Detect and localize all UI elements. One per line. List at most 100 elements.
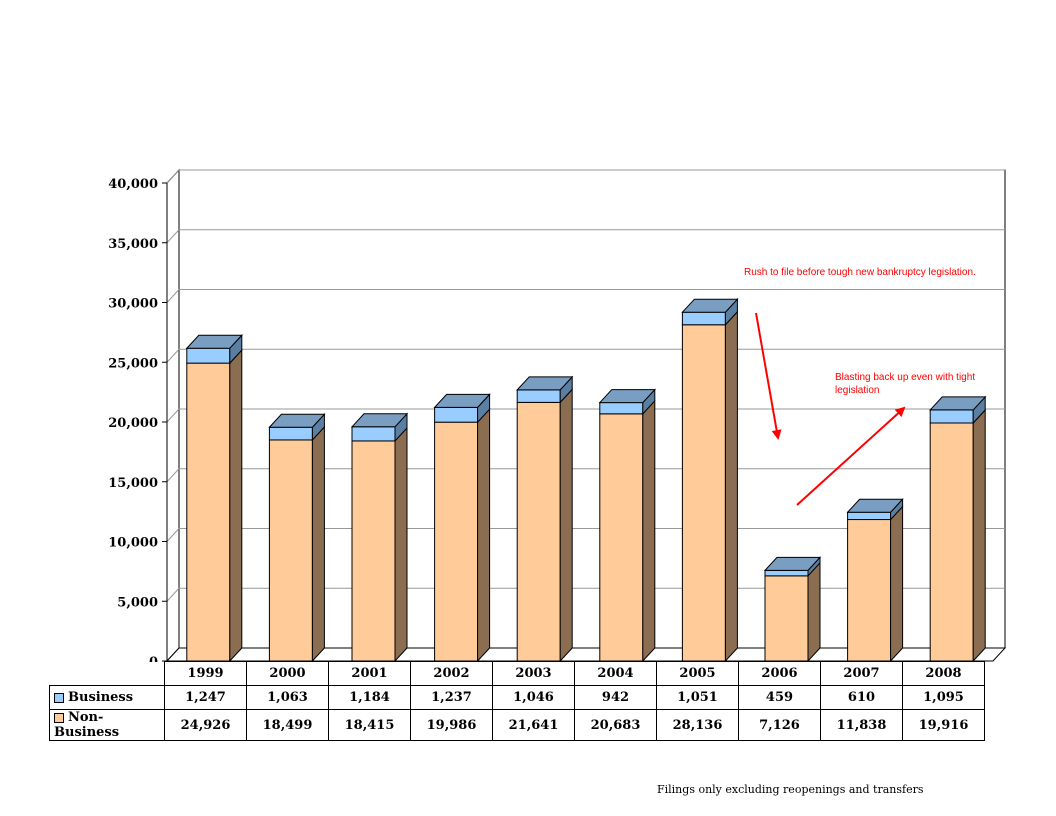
bar-segment	[929, 395, 987, 425]
bar-segment	[350, 412, 409, 443]
bar-side	[890, 505, 904, 663]
bar-segment	[268, 412, 326, 442]
bar-segment	[847, 505, 904, 663]
bar-front	[599, 402, 644, 415]
bar-top	[763, 556, 822, 571]
non-business-value-cell: 21,641	[492, 709, 575, 741]
bar-side	[477, 407, 491, 663]
bar-segment	[763, 556, 822, 578]
y-tick-label: 15,000	[108, 476, 158, 491]
legend-business: Business	[49, 685, 165, 710]
bar-front	[351, 440, 396, 662]
business-value-cell: 610	[820, 685, 903, 710]
bar-top	[929, 396, 987, 411]
bar-top	[433, 393, 491, 408]
bar-front	[434, 421, 479, 662]
bar-side	[724, 310, 738, 663]
bar-front	[847, 511, 892, 521]
bar-side	[394, 426, 408, 663]
business-value-cell: 1,063	[246, 685, 329, 710]
non-business-value-cell: 7,126	[738, 709, 821, 741]
bar-top	[516, 376, 574, 391]
bar-front	[516, 401, 561, 662]
annotation-blasting-back-line-2: legislation	[835, 385, 879, 396]
bar-segment	[598, 388, 656, 416]
year-cell: 2008	[902, 661, 985, 686]
bar-front	[516, 389, 561, 403]
bar-front	[268, 439, 313, 662]
table-header-row: 1999 2000 2001 2002 2003 2004 2005 2006 …	[49, 661, 985, 686]
gridline-side	[166, 528, 180, 542]
arrow-down	[755, 312, 782, 440]
bar-front	[764, 569, 809, 577]
year-cell: 1999	[164, 661, 247, 686]
gridline-side	[166, 587, 180, 602]
business-value-cell: 1,247	[164, 685, 247, 710]
bar-front	[764, 575, 809, 662]
data-table: 1999 2000 2001 2002 2003 2004 2005 2006 …	[49, 661, 985, 741]
gridline-side	[166, 289, 180, 303]
bar-front	[268, 426, 313, 441]
business-value-cell: 1,237	[410, 685, 493, 710]
bar-segment	[434, 407, 491, 663]
non-business-value-cell: 24,926	[164, 709, 247, 741]
y-tick-label: 25,000	[108, 356, 158, 371]
footnote: Filings only excluding reopenings and tr…	[657, 783, 924, 796]
bar-segment	[929, 408, 986, 663]
bar-front	[681, 324, 726, 662]
bar-top	[598, 389, 656, 404]
table-corner	[49, 661, 165, 686]
bar-segment	[351, 426, 408, 663]
non-business-value-cell: 11,838	[820, 709, 903, 741]
business-value-cell: 1,184	[328, 685, 411, 710]
year-cell: 2004	[574, 661, 657, 686]
business-value-cell: 1,051	[656, 685, 739, 710]
bar-front	[351, 426, 396, 442]
bar-front	[186, 347, 231, 364]
arrow-up	[796, 406, 906, 506]
y-tick-label: 30,000	[108, 297, 158, 312]
legend-label-business: Business	[68, 690, 134, 705]
bar-side	[311, 425, 325, 663]
bar-side	[559, 388, 573, 663]
year-cell: 2006	[738, 661, 821, 686]
business-value-cell: 459	[738, 685, 821, 710]
bar-side	[229, 348, 243, 663]
year-cell: 2007	[820, 661, 903, 686]
non-business-value-cell: 28,136	[656, 709, 739, 741]
business-value-cell: 1,046	[492, 685, 575, 710]
gridline-side	[166, 229, 180, 244]
bar-segment	[268, 425, 325, 663]
bar-segment	[681, 310, 738, 663]
year-cell: 2005	[656, 661, 739, 686]
bar-front	[186, 362, 231, 662]
year-cell: 2001	[328, 661, 411, 686]
non-business-value-cell: 18,499	[246, 709, 329, 741]
bar-segment	[516, 388, 573, 663]
y-tick-label: 35,000	[108, 237, 158, 252]
y-axis: 40,000 35,000 30,000 25,000 20,000 15,000 10,0…	[108, 177, 168, 670]
annotation-rush-to-file: Rush to file before tough new bankruptcy…	[744, 267, 976, 278]
non-business-swatch	[54, 712, 64, 723]
bar-segment	[516, 375, 574, 404]
table-row-business: Business 1,247 1,063 1,184 1,237 1,046 9…	[49, 685, 985, 710]
bar-side	[642, 399, 656, 663]
gridline-side	[166, 468, 180, 483]
bar-top	[185, 334, 243, 349]
business-swatch	[54, 692, 64, 703]
y-tick-label: 20,000	[108, 416, 158, 431]
bar-segment	[599, 399, 656, 663]
bar-front	[929, 409, 974, 424]
annotation-blasting-back-line-1: Blasting back up even with tight	[835, 372, 975, 383]
year-cell: 2003	[492, 661, 575, 686]
y-tick-label: 10,000	[108, 536, 158, 551]
business-value-cell: 942	[574, 685, 657, 710]
bar-top	[350, 413, 409, 428]
year-cell: 2000	[246, 661, 329, 686]
non-business-value-cell: 18,415	[328, 709, 411, 741]
bar-front	[599, 413, 644, 662]
legend-non-business: Non-Business	[49, 709, 165, 741]
bar-segment	[185, 333, 243, 365]
non-business-value-cell: 19,916	[902, 709, 985, 741]
